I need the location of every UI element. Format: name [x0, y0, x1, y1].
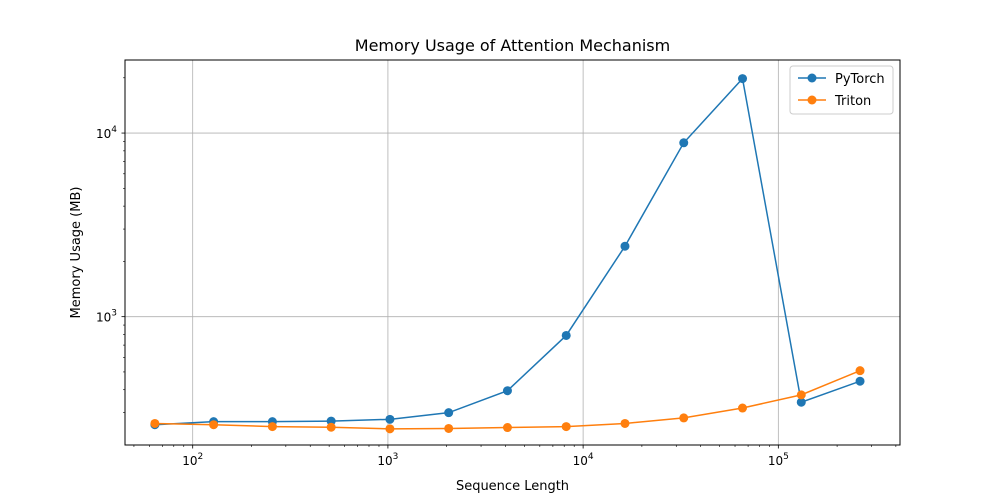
data-point-triton [796, 390, 806, 400]
y-axis-label: Memory Usage (MB) [69, 187, 84, 319]
data-point-pytorch [385, 414, 395, 424]
legend-marker-triton [807, 95, 817, 105]
data-point-triton [209, 420, 219, 430]
data-point-triton [679, 413, 689, 423]
chart-title: Memory Usage of Attention Mechanism [355, 36, 670, 55]
data-point-triton [561, 422, 571, 432]
data-point-pytorch [679, 138, 689, 148]
data-point-triton [738, 403, 748, 413]
series-line-triton [154, 369, 861, 430]
legend-item-triton: Triton [798, 94, 871, 109]
x-tick-label: 103 [377, 452, 398, 468]
x-axis-label: Sequence Length [456, 479, 569, 494]
data-point-pytorch [561, 330, 571, 340]
data-point-pytorch [444, 408, 454, 418]
data-point-triton [855, 366, 865, 376]
data-point-triton [444, 423, 454, 433]
plot-frame [124, 59, 901, 446]
data-point-pytorch [502, 386, 512, 396]
data-point-pytorch [855, 376, 865, 386]
y-tick-label: 103 [96, 309, 117, 325]
data-point-pytorch [620, 241, 630, 251]
series-pytorch [150, 74, 865, 430]
tick-layer: 102 103 104 105 103 104 [96, 125, 789, 468]
x-tick-label: 105 [768, 452, 789, 468]
x-tick-label: 102 [182, 452, 203, 468]
legend-label-triton: Triton [834, 94, 871, 109]
series-line-pytorch [154, 76, 861, 426]
data-point-triton [267, 422, 277, 432]
x-tick-label: 104 [573, 452, 594, 468]
data-point-triton [502, 423, 512, 433]
legend-marker-pytorch [807, 73, 817, 83]
data-point-pytorch [738, 74, 748, 84]
grid-layer [125, 60, 900, 445]
y-tick-label: 104 [96, 125, 117, 141]
data-point-pytorch [796, 397, 806, 407]
series-layer [150, 74, 865, 434]
legend: PyTorch Triton [789, 65, 894, 115]
data-point-triton [385, 424, 395, 434]
legend-label-pytorch: PyTorch [835, 72, 885, 87]
legend-item-pytorch: PyTorch [798, 72, 885, 87]
data-point-triton [150, 418, 160, 428]
data-point-triton [326, 422, 336, 432]
series-triton [150, 366, 865, 434]
data-point-triton [620, 418, 630, 428]
